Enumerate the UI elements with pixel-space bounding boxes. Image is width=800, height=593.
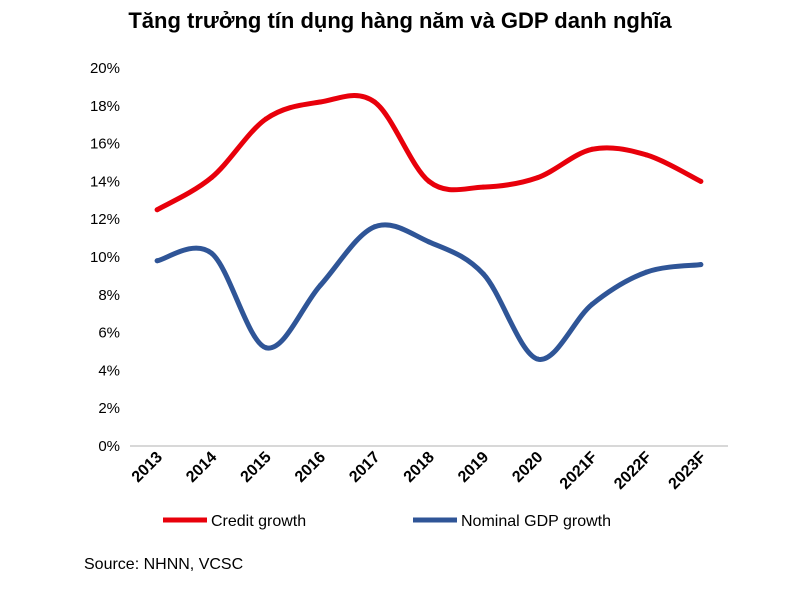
data-point-nominal-gdp-growth bbox=[589, 301, 595, 307]
chart-title: Tăng trưởng tín dụng hàng năm và GDP dan… bbox=[128, 8, 672, 33]
source-note: Source: NHNN, VCSC bbox=[84, 556, 244, 573]
data-point-credit-growth bbox=[263, 116, 269, 122]
y-tick-label: 6% bbox=[98, 325, 120, 342]
x-tick-label: 2022F bbox=[611, 449, 655, 493]
data-point-credit-growth bbox=[154, 207, 160, 213]
x-tick-label: 2016 bbox=[292, 449, 329, 486]
data-point-nominal-gdp-growth bbox=[317, 282, 323, 288]
x-tick-label: 2013 bbox=[129, 449, 166, 486]
x-tick-label: 2017 bbox=[346, 449, 383, 486]
data-point-nominal-gdp-growth bbox=[209, 250, 215, 256]
data-point-nominal-gdp-growth bbox=[154, 258, 160, 264]
data-point-nominal-gdp-growth bbox=[643, 269, 649, 275]
y-tick-label: 20% bbox=[90, 60, 120, 77]
data-point-credit-growth bbox=[589, 146, 595, 152]
y-tick-label: 14% bbox=[90, 173, 120, 190]
data-point-credit-growth bbox=[698, 178, 704, 184]
x-tick-label: 2018 bbox=[401, 449, 438, 486]
x-tick-label: 2019 bbox=[455, 449, 492, 486]
y-tick-label: 8% bbox=[98, 287, 120, 304]
data-point-nominal-gdp-growth bbox=[480, 271, 486, 277]
y-tick-label: 16% bbox=[90, 136, 120, 153]
data-point-credit-growth bbox=[426, 178, 432, 184]
legend-label-credit-growth: Credit growth bbox=[211, 513, 306, 530]
legend-label-nominal-gdp-growth: Nominal GDP growth bbox=[461, 513, 611, 530]
data-point-nominal-gdp-growth bbox=[426, 239, 432, 245]
series-line-credit-growth bbox=[154, 92, 704, 213]
series-line-nominal-gdp-growth bbox=[154, 222, 704, 362]
data-point-nominal-gdp-growth bbox=[372, 224, 378, 230]
y-tick-label: 18% bbox=[90, 98, 120, 115]
data-point-credit-growth bbox=[535, 175, 541, 181]
y-tick-label: 4% bbox=[98, 362, 120, 379]
data-point-credit-growth bbox=[209, 175, 215, 181]
data-point-nominal-gdp-growth bbox=[535, 356, 541, 362]
y-tick-label: 10% bbox=[90, 249, 120, 266]
x-tick-label: 2021F bbox=[557, 449, 601, 493]
x-tick-label: 2014 bbox=[183, 449, 220, 486]
data-point-nominal-gdp-growth bbox=[263, 345, 269, 351]
x-tick-label: 2023F bbox=[666, 449, 710, 493]
y-tick-label: 2% bbox=[98, 400, 120, 417]
y-tick-label: 0% bbox=[98, 438, 120, 455]
data-point-credit-growth bbox=[480, 184, 486, 190]
y-tick-label: 12% bbox=[90, 211, 120, 228]
x-tick-label: 2020 bbox=[509, 449, 546, 486]
data-point-credit-growth bbox=[643, 152, 649, 158]
data-point-nominal-gdp-growth bbox=[698, 262, 704, 268]
data-point-credit-growth bbox=[317, 99, 323, 105]
data-point-credit-growth bbox=[372, 99, 378, 105]
x-tick-label: 2015 bbox=[238, 449, 275, 486]
